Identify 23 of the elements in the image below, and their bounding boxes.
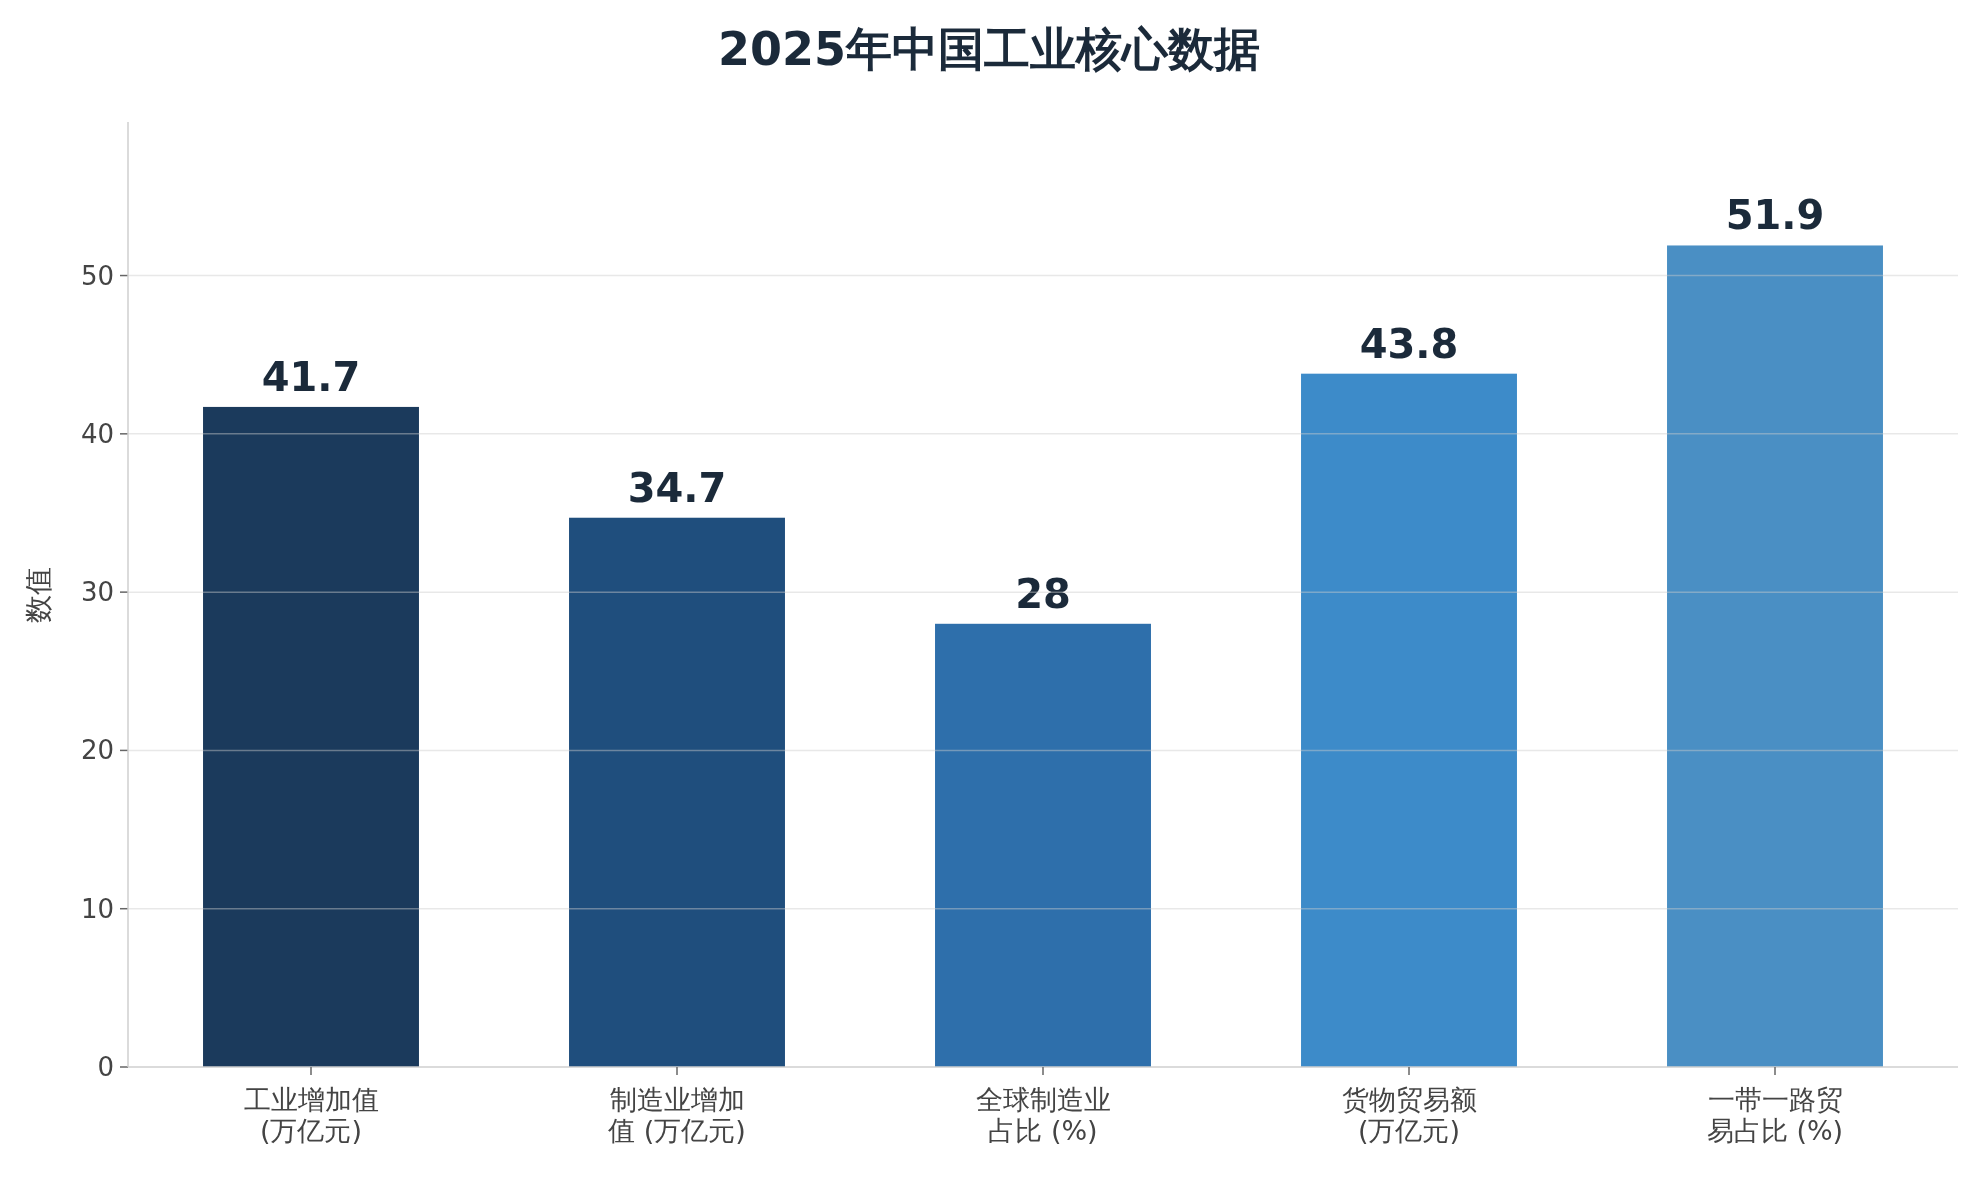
y-tick-label: 0 [97,1052,114,1082]
x-tick-label: 制造业增加值 (万亿元) [608,1084,746,1147]
x-tick-label: 工业增加值 (万亿元) [243,1084,379,1147]
x-tick-label: 全球制造业占比 (%) [975,1084,1111,1147]
data-label: 41.7 [261,353,361,400]
data-label: 51.9 [1725,192,1825,239]
x-tick-label: 货物贸易额 (万亿元) [1341,1084,1477,1147]
bar [1301,373,1517,1067]
y-axis-title: 数值 [22,566,55,623]
bar [935,623,1151,1067]
bar [569,517,785,1067]
y-tick-label: 50 [80,260,114,291]
data-label: 28 [1015,570,1071,617]
y-tick-label: 40 [80,418,114,449]
x-tick-label: 一带一路贸易占比 (%) [1706,1084,1844,1147]
data-label: 43.8 [1359,320,1459,367]
y-tick-label: 10 [80,893,114,924]
data-label: 34.7 [627,464,727,511]
y-tick-label: 30 [80,577,114,608]
y-tick-label: 20 [80,735,114,766]
bar [1667,245,1883,1067]
bar [203,406,419,1067]
chart-title: 2025年中国工业核心数据 [717,22,1261,76]
